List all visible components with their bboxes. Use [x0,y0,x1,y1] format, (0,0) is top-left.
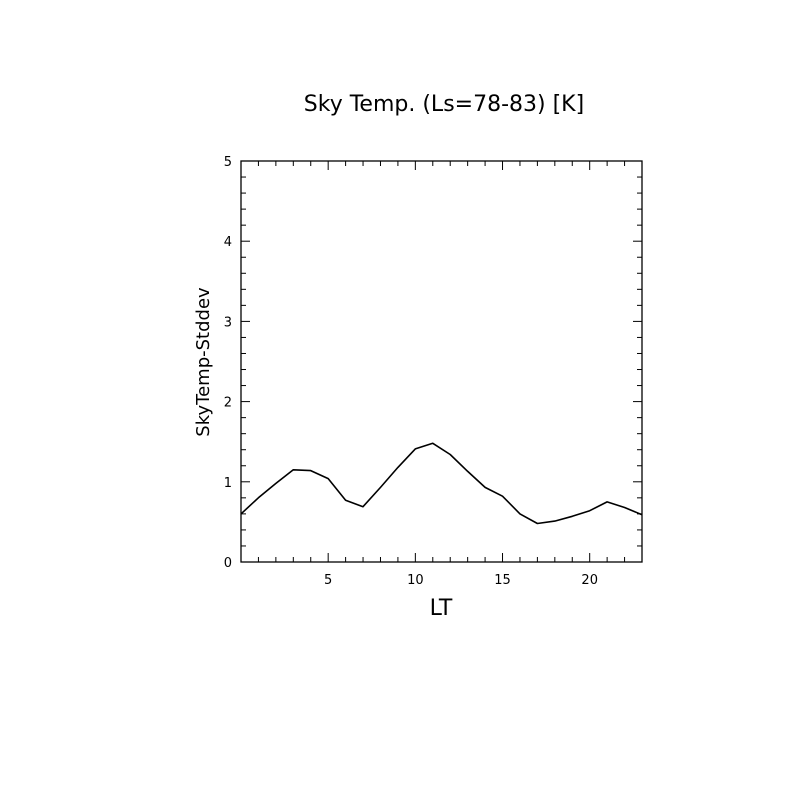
x-tick-label: 10 [407,573,424,588]
chart-title: Sky Temp. (Ls=78-83) [K] [304,92,584,117]
y-axis-title: SkyTemp-Stddev [193,287,214,437]
plot-frame [240,160,643,563]
x-tick-label: 5 [324,573,332,588]
y-tick-label: 5 [224,155,232,170]
x-axis-title: LT [430,596,453,621]
y-tick-label: 2 [224,396,232,411]
x-tick-label: 20 [581,573,598,588]
y-tick-label: 3 [224,315,232,330]
y-tick-label: 4 [224,235,232,250]
x-tick-label: 15 [494,573,511,588]
series-line [240,442,643,525]
y-tick-label: 1 [224,476,232,491]
y-tick-label: 0 [224,556,232,571]
